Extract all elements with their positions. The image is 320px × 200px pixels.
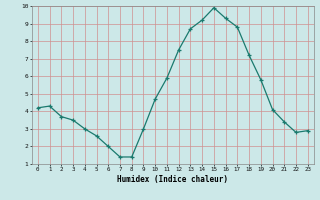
- X-axis label: Humidex (Indice chaleur): Humidex (Indice chaleur): [117, 175, 228, 184]
